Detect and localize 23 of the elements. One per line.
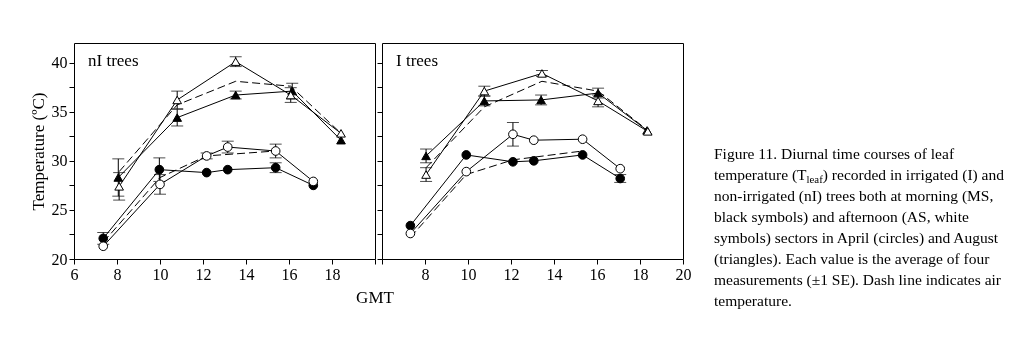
y-tick-label: 25 <box>51 201 68 219</box>
x-tick-label: 14 <box>546 265 563 283</box>
x-tick-label: 12 <box>503 265 520 283</box>
chart-title: I trees <box>396 51 439 70</box>
y-tick-label: 35 <box>51 103 68 121</box>
x-tick-label: 6 <box>70 265 79 283</box>
x-tick-label: 16 <box>281 265 298 283</box>
x-tick-label: 12 <box>195 265 212 283</box>
x-tick-label: 10 <box>460 265 477 283</box>
x-tick-label: 8 <box>113 265 122 283</box>
x-axis-title: GMT <box>356 288 395 307</box>
chart-title: nI trees <box>88 51 139 70</box>
y-tick-label: 40 <box>51 54 68 72</box>
y-tick-label: 30 <box>51 152 68 170</box>
x-tick-label: 8 <box>421 265 430 283</box>
x-tick-label: 20 <box>675 265 692 283</box>
x-tick-label: 18 <box>324 265 341 283</box>
x-tick-label: 16 <box>589 265 606 283</box>
x-tick-label: 18 <box>632 265 649 283</box>
y-axis-title: Temperature (ºC) <box>28 92 48 211</box>
x-tick-label: 10 <box>152 265 169 283</box>
y-tick-label: 20 <box>51 250 68 268</box>
x-tick-label: 14 <box>238 265 255 283</box>
